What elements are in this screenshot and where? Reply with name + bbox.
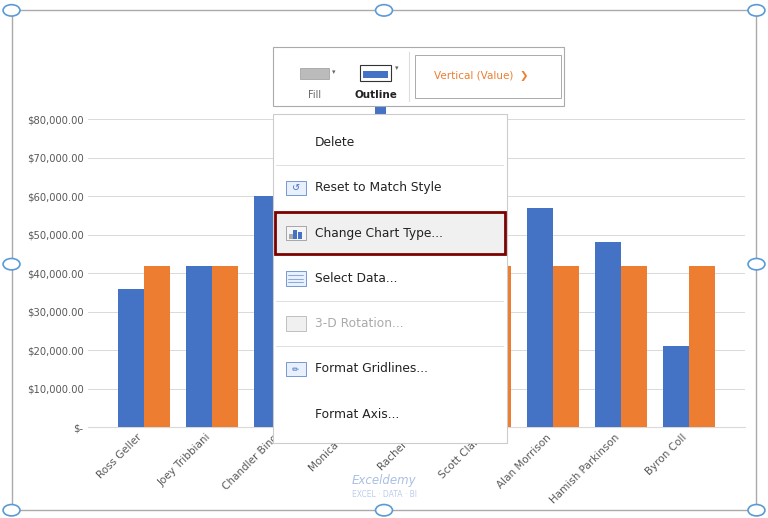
Text: ↺: ↺ — [292, 183, 300, 193]
Bar — [280, 266, 306, 427]
Bar — [689, 266, 715, 427]
Bar — [664, 347, 689, 427]
Text: Fill: Fill — [308, 91, 322, 100]
Text: EXCEL · DATA · BI: EXCEL · DATA · BI — [352, 490, 416, 499]
Bar — [595, 242, 621, 427]
Bar — [416, 266, 442, 427]
Bar — [144, 266, 170, 427]
Bar — [323, 169, 349, 427]
Bar — [621, 266, 647, 427]
Text: 3-D Rotation...: 3-D Rotation... — [315, 317, 403, 330]
Bar — [391, 274, 416, 427]
Text: Format Gridlines...: Format Gridlines... — [315, 363, 428, 376]
Text: Reset to Match Style: Reset to Match Style — [315, 181, 442, 194]
Bar — [212, 266, 238, 427]
Text: Vertical (Value)  ❯: Vertical (Value) ❯ — [434, 71, 528, 81]
Text: Delete: Delete — [315, 136, 355, 149]
Bar — [553, 266, 579, 427]
Text: ▾: ▾ — [333, 69, 336, 75]
Bar — [254, 196, 280, 427]
Bar — [118, 289, 144, 427]
Text: ✏: ✏ — [292, 364, 300, 373]
Text: Format Axis...: Format Axis... — [315, 408, 399, 421]
Bar — [187, 266, 212, 427]
Bar — [349, 266, 374, 427]
Bar — [459, 293, 485, 427]
Text: Exceldemy: Exceldemy — [352, 474, 416, 487]
Bar — [527, 208, 553, 427]
Text: Change Chart Type...: Change Chart Type... — [315, 227, 443, 240]
Text: ▾: ▾ — [395, 65, 398, 71]
Text: Outline: Outline — [355, 91, 398, 100]
Text: Select Data...: Select Data... — [315, 272, 397, 285]
Bar — [485, 266, 511, 427]
